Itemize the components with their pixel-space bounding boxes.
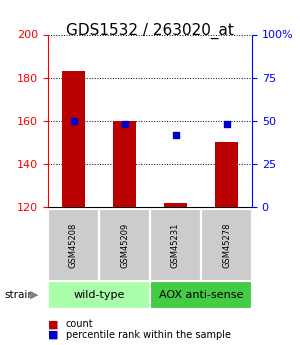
Text: GSM45278: GSM45278 [222, 222, 231, 268]
Text: AOX anti-sense: AOX anti-sense [159, 290, 243, 300]
Point [173, 132, 178, 137]
Text: ■: ■ [48, 330, 58, 339]
Text: ■: ■ [48, 319, 58, 329]
Text: GSM45209: GSM45209 [120, 222, 129, 268]
Text: strain: strain [4, 290, 34, 300]
Bar [164, 203, 187, 207]
Bar [150, 281, 252, 309]
Point [122, 121, 127, 127]
Bar [150, 209, 201, 281]
Bar [62, 71, 85, 207]
Bar [215, 142, 238, 207]
Text: GSM45231: GSM45231 [171, 222, 180, 268]
Text: GSM45208: GSM45208 [69, 222, 78, 268]
Point [71, 118, 76, 124]
Bar [201, 209, 252, 281]
Text: count: count [66, 319, 94, 329]
Bar [113, 121, 136, 207]
Text: wild-type: wild-type [73, 290, 125, 300]
Text: percentile rank within the sample: percentile rank within the sample [66, 330, 231, 339]
Bar [48, 281, 150, 309]
Point [224, 121, 229, 127]
Bar [48, 209, 99, 281]
Bar [99, 209, 150, 281]
Text: GDS1532 / 263020_at: GDS1532 / 263020_at [66, 22, 234, 39]
Text: ▶: ▶ [30, 290, 39, 300]
